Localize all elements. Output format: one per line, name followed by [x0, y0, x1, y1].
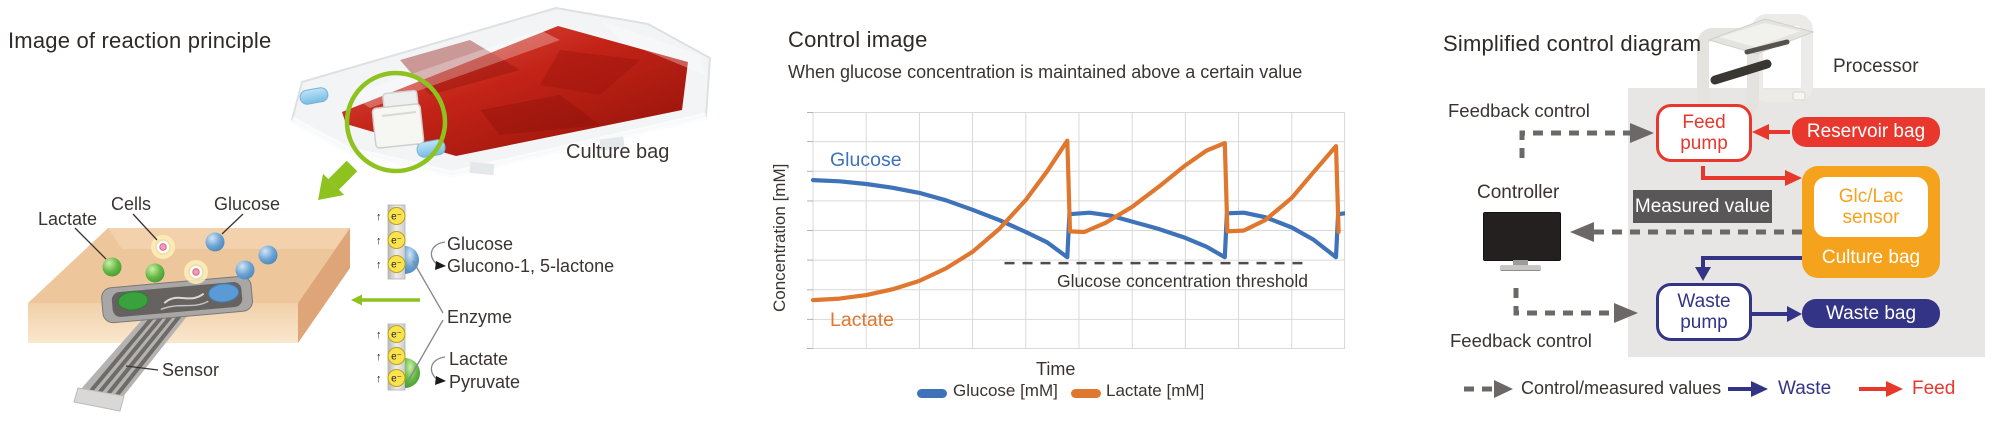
chart-series-curves — [810, 138, 1345, 303]
y-axis-label: Concentration [mM] — [770, 163, 789, 312]
lactate-substrate-label: Lactate — [449, 349, 509, 369]
glc-lac-sensor-box: Glc/Lac sensor — [1814, 177, 1928, 237]
legend-control-label: Control/measured values — [1521, 378, 1722, 398]
reaction-arrowheads — [435, 261, 446, 385]
legend-waste-label: Waste — [1778, 378, 1832, 399]
lactate-molecule-icon — [102, 257, 165, 283]
glucose-curve-label: Glucose — [830, 149, 902, 171]
waste-pump-box: Waste pump — [1656, 283, 1752, 341]
processor-label: Processor — [1833, 56, 1919, 77]
zoom-arrow-icon — [318, 160, 358, 200]
feedback-control-top-label: Feedback control — [1448, 100, 1590, 121]
electron-icons: e⁻ e⁻ e⁻ ↑ ↑ ↑ — [376, 325, 406, 387]
svg-text:e⁻: e⁻ — [391, 260, 402, 271]
panel2-title: Control image — [788, 27, 928, 52]
controller-monitor-icon — [1483, 212, 1561, 261]
glucose-substrate-label: Glucose — [447, 234, 514, 254]
measured-value-box: Measured value — [1633, 190, 1772, 223]
control-diagram-connectors — [1464, 123, 1903, 398]
sensor-module-icon — [371, 89, 425, 149]
svg-text:e⁻: e⁻ — [391, 374, 402, 385]
waste-arrowheads — [1695, 267, 1802, 397]
electron-icons: e⁻ e⁻ e⁻ ↑ ↑ ↑ — [376, 207, 406, 273]
enzyme-glucose-unit: e⁻ e⁻ e⁻ ↑ ↑ ↑ — [376, 204, 419, 280]
feed-lines — [1701, 130, 1886, 391]
svg-text:e⁻: e⁻ — [391, 352, 402, 363]
glucose-product-label: Glucono-1, 5-lactone — [447, 256, 615, 276]
waste-bag-box: Waste bag — [1802, 299, 1940, 328]
panel3-title: Simplified control diagram — [1443, 31, 1702, 56]
sensor-label: Sensor — [162, 360, 220, 380]
sensor-chip-icon — [101, 275, 253, 324]
x-axis-label: Time — [1036, 359, 1076, 379]
monitor-base-icon — [1500, 265, 1541, 271]
cells-label: Cells — [111, 194, 152, 214]
series-curve — [810, 177, 1345, 260]
electron-up-arrow-icon: ↑ — [376, 373, 382, 385]
monitor-stand-icon — [1513, 260, 1528, 265]
highlight-circle-icon — [344, 70, 448, 174]
series-curve — [810, 138, 1341, 303]
culture-bag-box: Glc/Lac sensor Culture bag — [1802, 166, 1940, 278]
reaction-direction-arrow-icon — [351, 294, 420, 306]
svg-text:e⁻: e⁻ — [391, 330, 402, 341]
electron-up-arrow-icon: ↑ — [376, 259, 382, 271]
chart-grid — [812, 112, 1345, 349]
enzyme-connector-lines — [407, 241, 446, 382]
lactate-curve-label: Lactate — [830, 309, 894, 331]
dashed-arrowheads — [1494, 123, 1654, 398]
svg-text:e⁻: e⁻ — [391, 236, 402, 247]
lactate-legend-swatch-icon — [1071, 389, 1101, 398]
lactate-product-label: Pyruvate — [449, 372, 521, 392]
electron-up-arrow-icon: ↑ — [376, 351, 382, 363]
feed-arrowheads — [1752, 124, 1903, 397]
svg-text:e⁻: e⁻ — [391, 212, 402, 223]
reservoir-bag-box: Reservoir bag — [1792, 117, 1940, 147]
lactate-label: Lactate — [38, 209, 98, 229]
enzyme-lactate-unit: e⁻ e⁻ e⁻ ↑ ↑ ↑ — [376, 323, 420, 391]
panel1-title: Image of reaction principle — [8, 28, 272, 53]
sensor-cable-icon — [73, 309, 192, 412]
glucose-molecule-icon — [205, 232, 278, 280]
reaction-principle-illustration: e⁻ e⁻ e⁻ ↑ ↑ ↑ e⁻ e⁻ e⁻ ↑ ↑ ↑ — [28, 7, 711, 412]
enzyme-label: Enzyme — [447, 307, 513, 327]
feed-pump-box: Feed pump — [1656, 104, 1752, 162]
panel2-subtitle: When glucose concentration is maintained… — [788, 62, 1303, 82]
culture-bag-box-label: Culture bag — [1821, 247, 1921, 269]
glucose-legend-label: Glucose [mM] — [953, 381, 1058, 400]
waste-lines — [1701, 256, 1802, 391]
legend-feed-label: Feed — [1912, 378, 1956, 399]
culture-bag-label: Culture bag — [566, 141, 670, 163]
electron-up-arrow-icon: ↑ — [376, 211, 382, 223]
concentration-chart — [807, 112, 1345, 349]
glucose-legend-swatch-icon — [917, 389, 947, 398]
bag-port-icon — [299, 87, 329, 105]
electron-up-arrow-icon: ↑ — [376, 235, 382, 247]
electron-up-arrow-icon: ↑ — [376, 329, 382, 341]
culture-bag-illustration — [290, 7, 711, 178]
label-leader-lines — [74, 213, 244, 371]
sensor-block-illustration — [28, 213, 350, 412]
lactate-legend-label: Lactate [mM] — [1106, 381, 1205, 400]
processor-machine-icon — [1697, 14, 1815, 116]
controller-label: Controller — [1477, 182, 1560, 203]
dashed-control-lines — [1464, 130, 1802, 392]
y-axis-ticks — [807, 112, 813, 349]
glucose-label: Glucose — [214, 194, 281, 214]
cell-icon — [151, 235, 208, 284]
feedback-control-bottom-label: Feedback control — [1450, 330, 1592, 351]
threshold-label: Glucose concentration threshold — [1057, 271, 1308, 291]
